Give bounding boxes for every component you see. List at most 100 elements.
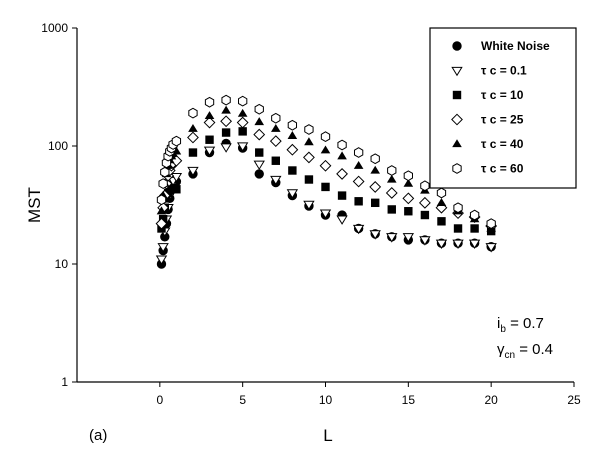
data-point [158,214,168,224]
legend-label: White Noise [481,39,550,53]
y-tick-label: 100 [48,139,68,153]
data-point [221,128,231,137]
data-point [288,166,297,175]
data-point [203,146,216,157]
data-point [236,142,249,152]
data-point [402,192,415,205]
data-point [337,139,347,151]
data-point [336,168,348,180]
data-point [155,255,168,265]
data-point [453,224,463,233]
x-axis-title: L [323,426,332,445]
data-point [160,166,170,178]
data-point [286,189,299,199]
data-point [452,239,464,249]
data-point [453,202,463,214]
annotation: ib = 0.7 [497,315,544,335]
data-point [387,205,396,214]
data-point [337,151,347,160]
data-point [158,178,168,189]
annotation: γcn = 0.4 [497,341,553,361]
legend-marker [452,41,462,51]
data-point [221,105,231,114]
data-point [387,165,397,176]
data-point [271,112,281,124]
data-point [220,115,233,128]
series-5 [156,94,496,229]
panel-label: (a) [89,427,107,444]
data-point [319,209,332,219]
data-point [155,217,168,230]
legend-marker [452,163,462,174]
data-point [270,175,282,186]
data-point [469,209,480,221]
data-points [155,94,498,269]
data-point [419,236,431,246]
x-tick-label: 15 [402,393,416,407]
data-point [253,128,266,141]
data-point [204,111,215,120]
data-point [403,178,414,187]
data-point [485,243,497,253]
data-point [253,160,265,171]
data-point [205,135,214,144]
data-point [187,131,199,144]
legend: White Noise τ c = 0.1 τ c = 10 τ c = 25 τ c … [429,27,577,189]
data-point [385,187,398,199]
data-point [371,198,380,208]
data-point [319,159,332,172]
data-point [157,243,169,253]
data-point [304,137,314,146]
data-point [170,172,183,183]
data-point [320,145,331,154]
data-point [287,119,298,131]
data-point [336,215,348,225]
legend-marker [451,113,463,126]
data-point [203,116,216,129]
data-point [352,224,365,235]
data-point [404,207,413,216]
data-point [287,131,298,139]
legend-box [429,27,577,189]
data-point [254,169,264,179]
legend-label: τ c = 60 [481,162,524,176]
data-point [486,218,496,229]
data-point [286,143,299,156]
data-point [220,143,232,153]
data-point [238,95,248,107]
legend-label: τ c = 25 [481,113,524,127]
data-point [237,108,248,117]
data-point [271,123,281,132]
data-point [435,239,448,249]
data-point [204,96,215,108]
data-point [386,174,397,183]
data-point [156,194,167,206]
data-point [354,197,363,206]
data-point [188,107,198,119]
data-point [188,123,198,132]
y-tick-label: 10 [55,257,69,271]
data-point [156,206,167,215]
data-point [468,239,481,249]
x-axis-ticks: 0 5 10 15 20 25 [156,382,581,407]
data-point [386,233,398,243]
data-point [271,156,280,165]
data-point [254,117,265,126]
data-point [255,148,264,157]
x-tick-label: 25 [567,393,581,407]
legend-label: τ c = 40 [481,137,524,151]
x-tick-label: 20 [484,393,498,407]
data-point [337,191,347,200]
series-1 [155,142,497,265]
x-tick-label: 0 [156,393,163,407]
legend-label: τ c = 0.1 [481,64,527,78]
data-point [369,230,381,240]
data-point [254,103,264,115]
data-point [304,175,314,184]
data-point [437,217,446,226]
legend-marker [452,139,462,148]
data-point [172,185,181,194]
data-point [353,160,364,169]
data-point [269,135,282,148]
data-point [236,116,249,129]
